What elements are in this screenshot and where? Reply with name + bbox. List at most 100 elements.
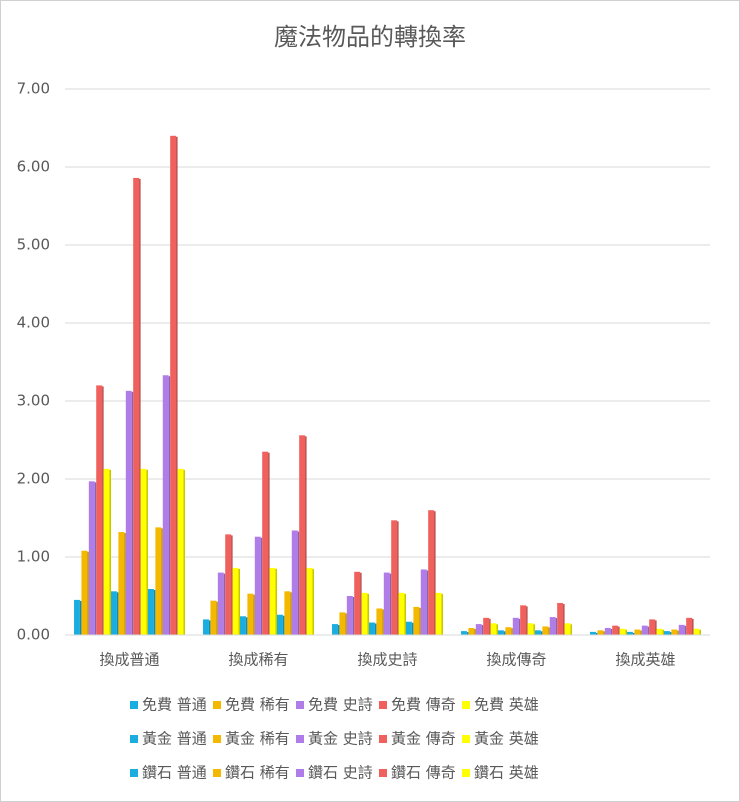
- bar: [111, 591, 117, 635]
- bar: [656, 628, 663, 635]
- legend-swatch: [130, 735, 138, 743]
- bar-side: [231, 535, 233, 635]
- legend-swatch: [213, 701, 221, 709]
- legend-label: 鑽石 稀有: [225, 764, 290, 782]
- bar-side: [109, 469, 112, 635]
- bar: [118, 532, 125, 635]
- bar-side: [677, 630, 679, 635]
- bar-side: [337, 625, 340, 635]
- bar-side: [216, 601, 218, 635]
- bar: [505, 627, 512, 635]
- bar-side: [139, 178, 141, 636]
- bar-side: [640, 630, 642, 635]
- bar-side: [496, 624, 499, 635]
- bar: [490, 623, 497, 635]
- bar: [498, 630, 504, 635]
- bar: [299, 435, 306, 635]
- bar: [398, 592, 405, 635]
- bar: [663, 631, 670, 635]
- bar-side: [312, 568, 314, 635]
- bar-side: [87, 551, 89, 635]
- bar-side: [610, 628, 613, 635]
- bar: [88, 481, 95, 635]
- bar-side: [223, 573, 226, 635]
- bar-side: [116, 592, 119, 635]
- legend-swatch: [462, 735, 470, 743]
- bar: [671, 629, 678, 635]
- bar: [641, 625, 648, 635]
- bar-side: [647, 626, 650, 635]
- bar: [225, 534, 232, 635]
- y-tick-label: 0.00: [17, 626, 50, 644]
- bar-side: [481, 625, 484, 635]
- bar: [254, 536, 261, 635]
- bar-side: [183, 469, 185, 635]
- y-tick-label: 1.00: [17, 548, 50, 566]
- bar-side: [260, 537, 263, 635]
- legend-swatch: [213, 769, 221, 777]
- bar-side: [253, 594, 255, 635]
- legend-label: 鑽石 傳奇: [391, 764, 456, 782]
- legend-label: 鑽石 英雄: [474, 764, 539, 782]
- bar: [391, 520, 398, 635]
- x-tick-label: 換成傳奇: [486, 651, 546, 669]
- bar: [74, 599, 80, 635]
- bar: [240, 616, 246, 635]
- bar-side: [669, 632, 672, 635]
- bar-side: [374, 623, 377, 635]
- bar: [413, 606, 420, 635]
- bar-side: [176, 136, 178, 636]
- bar: [133, 177, 140, 636]
- bar: [339, 612, 346, 635]
- bar-side: [511, 628, 513, 635]
- bar-side: [275, 568, 277, 635]
- bar-side: [360, 572, 362, 635]
- bar: [649, 619, 656, 635]
- bar: [468, 627, 475, 635]
- bar: [590, 631, 596, 635]
- bar-side: [533, 624, 535, 635]
- legend-label: 免費 史詩: [308, 696, 373, 714]
- bar: [276, 614, 283, 635]
- bar: [383, 572, 390, 635]
- legend-swatch: [462, 769, 470, 777]
- bar: [634, 629, 641, 635]
- bar-side: [489, 618, 491, 635]
- x-tick-label: 換成史詩: [357, 651, 417, 669]
- y-tick-label: 4.00: [17, 314, 50, 332]
- legend-swatch: [379, 735, 387, 743]
- bar: [170, 135, 177, 636]
- legend-label: 黃金 稀有: [225, 730, 290, 748]
- bar-side: [662, 629, 664, 635]
- bar: [428, 510, 435, 635]
- bar-side: [692, 618, 694, 635]
- y-tick-label: 5.00: [17, 236, 50, 254]
- bar: [147, 588, 154, 635]
- bar-side: [238, 568, 241, 635]
- bar: [162, 375, 169, 635]
- bar-side: [153, 589, 156, 635]
- bar-side: [382, 609, 384, 635]
- bar: [361, 592, 368, 635]
- y-tick-label: 7.00: [17, 80, 50, 98]
- bar: [284, 591, 291, 635]
- bar-side: [352, 597, 355, 635]
- bar: [678, 624, 685, 635]
- bar-side: [503, 631, 506, 635]
- bar: [332, 624, 338, 635]
- bar: [306, 567, 313, 635]
- bar: [269, 567, 276, 635]
- bar-side: [655, 620, 657, 635]
- bar: [475, 624, 482, 635]
- bar-side: [518, 618, 521, 635]
- bar: [534, 630, 541, 635]
- bar-side: [625, 629, 628, 635]
- bar-side: [555, 618, 558, 635]
- bar: [520, 605, 527, 635]
- bar-side: [419, 607, 421, 635]
- bar: [81, 550, 88, 635]
- bar: [686, 617, 693, 635]
- legend-label: 免費 英雄: [474, 696, 539, 714]
- legend-swatch: [296, 769, 304, 777]
